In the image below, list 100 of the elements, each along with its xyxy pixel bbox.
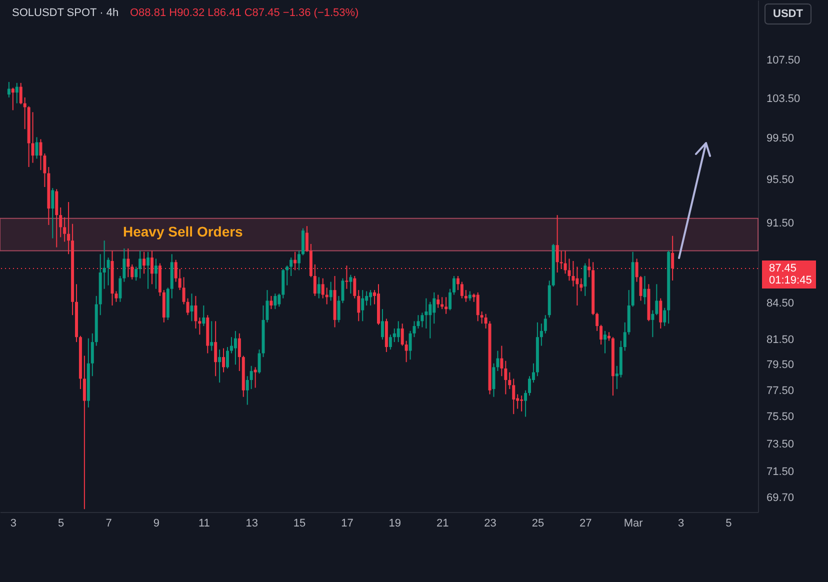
candlestick — [659, 298, 662, 329]
candlestick — [396, 320, 400, 343]
y-tick-label: 95.50 — [766, 174, 794, 186]
candlestick — [476, 292, 480, 322]
candlestick — [655, 284, 658, 316]
candlestick — [444, 296, 448, 314]
candlestick — [663, 307, 666, 327]
candlestick — [424, 298, 428, 329]
candlestick — [408, 330, 412, 360]
x-tick-label: 25 — [532, 518, 544, 530]
candlestick — [380, 308, 384, 340]
candlestick — [321, 278, 324, 299]
x-tick-label: 21 — [436, 518, 449, 530]
candlestick — [82, 355, 86, 510]
candlestick — [400, 323, 404, 346]
x-tick-label: 19 — [388, 518, 402, 530]
candlestick — [67, 202, 70, 255]
candlestick — [329, 281, 332, 302]
candlestick — [540, 323, 543, 346]
x-tick-label: 11 — [198, 518, 210, 530]
candlestick — [556, 214, 559, 274]
candlestick — [7, 81, 10, 98]
candlestick — [254, 366, 257, 388]
candlestick — [146, 251, 150, 290]
candlestick — [246, 376, 249, 406]
candlestick — [635, 258, 638, 282]
candlestick — [604, 330, 607, 354]
candlestick — [198, 317, 202, 336]
candlestick — [496, 350, 500, 372]
candlestick — [544, 314, 547, 334]
candlestick — [238, 332, 241, 372]
x-tick-label: 9 — [153, 518, 160, 530]
candlestick — [317, 276, 320, 299]
y-tick-label: 103.50 — [766, 92, 800, 105]
x-tick-label: 3 — [10, 518, 16, 530]
candlestick — [234, 330, 237, 366]
candlestick — [432, 292, 436, 324]
candlestick — [122, 248, 126, 282]
candlestick — [512, 378, 516, 415]
x-tick-label: 15 — [293, 518, 306, 530]
y-tick-label: 69.70 — [766, 492, 794, 504]
candlestick — [186, 298, 190, 316]
y-tick-label: 84.50 — [766, 298, 794, 310]
candlestick — [278, 293, 281, 308]
candlestick — [651, 310, 654, 338]
candlestick — [404, 340, 408, 363]
band-label: Heavy Sell Orders — [123, 223, 244, 240]
y-tick-label: 79.50 — [766, 359, 794, 372]
candlestick — [305, 226, 308, 252]
candlestick — [349, 274, 352, 294]
candlestick — [580, 278, 583, 292]
candlestick — [508, 372, 512, 390]
candlestick — [118, 275, 122, 302]
candlestick — [302, 228, 304, 256]
candlestick — [138, 250, 142, 279]
candlestick — [353, 275, 356, 299]
candlestick — [51, 188, 54, 239]
x-tick-label: 13 — [246, 518, 258, 530]
candlestick — [588, 258, 591, 278]
candlestick — [250, 365, 253, 390]
candlestick — [584, 262, 587, 296]
candlestick — [392, 328, 396, 343]
candlestick — [102, 240, 106, 290]
candlestick — [222, 348, 226, 373]
candlestick — [623, 322, 626, 352]
candlestick — [436, 294, 440, 308]
candlestick — [528, 376, 532, 396]
y-tick-label: 81.50 — [766, 334, 794, 346]
candlestick — [226, 346, 229, 369]
x-tick-label: 3 — [678, 518, 684, 530]
candlestick — [361, 290, 364, 322]
candlestick — [258, 349, 261, 374]
candlestick — [520, 395, 524, 412]
candlestick — [19, 82, 22, 105]
candlestick — [464, 290, 468, 302]
candlestick — [106, 257, 110, 286]
ref-line-label: 87.45 01:19:45 — [769, 262, 812, 286]
candlestick — [59, 206, 62, 238]
candlestick — [480, 310, 484, 324]
x-tick-label: 23 — [484, 518, 496, 530]
text: O88.81 H90.32 L86.41 C87.45 −1.36 (−1.53%) — [130, 7, 359, 19]
candlestick — [420, 312, 424, 328]
x-tick-label: 7 — [106, 518, 112, 530]
candlestick — [270, 295, 273, 310]
candlestick — [643, 275, 646, 305]
candlestick — [218, 349, 222, 384]
x-tick-label: 17 — [341, 518, 354, 530]
candlestick — [134, 266, 138, 282]
candlestick — [154, 258, 158, 290]
candlestick — [524, 390, 528, 418]
candlestick — [286, 265, 289, 286]
candlestick — [39, 138, 42, 171]
candlestick — [492, 362, 496, 398]
candlestick — [298, 250, 301, 271]
candlestick — [43, 153, 46, 188]
candlestick — [456, 275, 460, 291]
candlestick — [388, 334, 392, 350]
candlestick — [596, 312, 599, 332]
candlestick — [15, 82, 18, 104]
candlestick — [452, 275, 456, 296]
